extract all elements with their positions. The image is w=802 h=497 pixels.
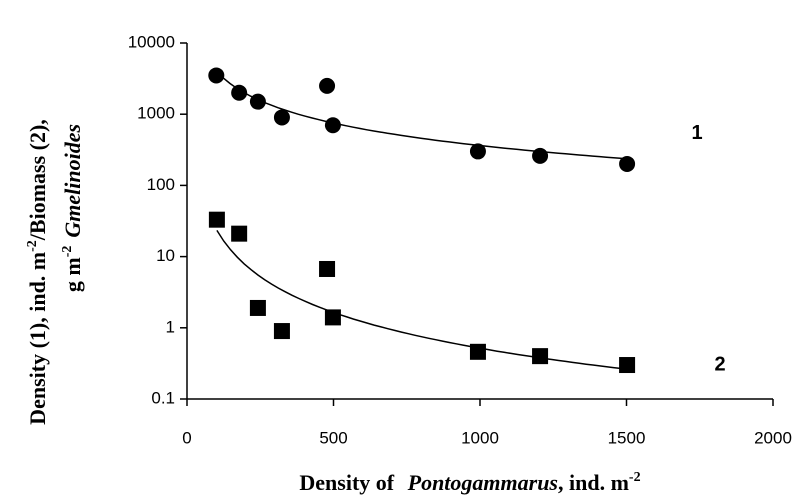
label-part: Pontogammarus (407, 470, 558, 495)
y-tick-label: 10 (156, 246, 175, 265)
y-tick-label: 10000 (128, 32, 175, 51)
marker (208, 67, 225, 84)
label-part: Density (1), ind. m (25, 252, 50, 425)
x-axis-label: Density of Pontogammarus, ind. m-2 (299, 470, 640, 495)
label-part: g m (60, 257, 85, 292)
x-tick-label: 1500 (608, 428, 646, 447)
label-part: , ind. m (558, 470, 629, 495)
marker (532, 348, 549, 365)
marker (273, 323, 290, 340)
series-label: 1 (691, 122, 702, 144)
y-tick-label: 1 (166, 317, 175, 336)
y-tick-label: 0.1 (151, 388, 175, 407)
label-part: Density of (299, 470, 399, 495)
marker (469, 343, 486, 360)
marker (324, 117, 341, 134)
y-tick-label: 1000 (137, 104, 175, 123)
marker (208, 211, 225, 228)
marker (469, 143, 486, 160)
x-tick-label: 500 (319, 428, 347, 447)
marker (319, 260, 336, 277)
marker (532, 147, 549, 164)
label-part: Gmelinoides (60, 124, 85, 238)
marker (619, 357, 636, 374)
series-label: 2 (714, 353, 725, 375)
label-part: /Biomass (2), (25, 119, 50, 241)
trend-line (216, 229, 628, 370)
y-tick-label: 100 (147, 175, 175, 194)
marker (273, 109, 290, 126)
label-part: -2 (25, 240, 40, 252)
y-axis-label: g m-2 Gmelinoides (60, 124, 85, 292)
marker (231, 225, 248, 242)
marker (324, 309, 341, 326)
marker (319, 77, 336, 94)
x-tick-label: 1000 (461, 428, 499, 447)
marker (249, 93, 266, 110)
label-part: -2 (629, 470, 641, 485)
marker (249, 299, 266, 316)
y-axis-label: Density (1), ind. m-2/Biomass (2), (25, 119, 50, 425)
x-tick-label: 2000 (754, 428, 792, 447)
label-part: -2 (60, 246, 75, 258)
marker (619, 155, 636, 172)
marker (231, 84, 248, 101)
x-tick-label: 0 (182, 428, 191, 447)
